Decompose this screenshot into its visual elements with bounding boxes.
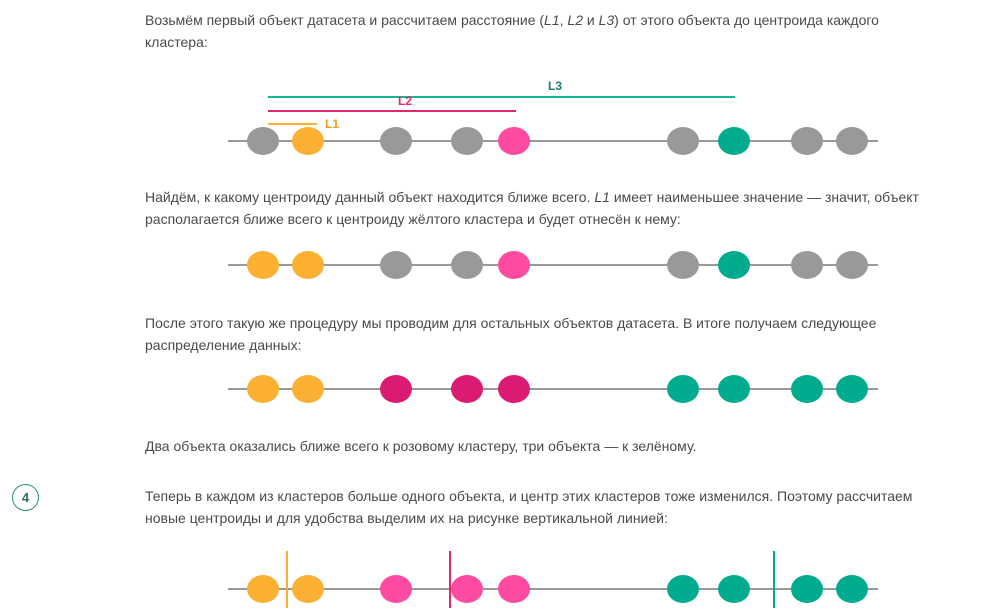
l1-label: L1: [325, 117, 339, 131]
data-point-orange: [247, 251, 279, 279]
paragraph-distance-intro: Возьмём первый объект датасета и рассчит…: [145, 12, 879, 50]
data-point-teal: [718, 127, 750, 155]
new-centroids-diagram: [228, 551, 878, 608]
data-point-orange: [292, 575, 324, 603]
data-point-teal: [718, 251, 750, 279]
data-point-pink: [498, 127, 530, 155]
data-point-teal: [667, 375, 699, 403]
distribution-diagram: [228, 375, 878, 403]
l1-term: L1: [594, 189, 610, 205]
data-point-orange: [292, 127, 324, 155]
distance-diagram: L3 L2 L1: [228, 79, 878, 155]
paragraph-new-centroids: Теперь в каждом из кластеров больше одно…: [145, 488, 913, 526]
l1-term: L1: [544, 12, 560, 28]
data-point-pink: [498, 251, 530, 279]
data-point-orange: [247, 375, 279, 403]
data-point-gray: [667, 251, 699, 279]
step-number-badge: 4: [12, 484, 39, 511]
data-point-gray: [380, 127, 412, 155]
l2-term: L2: [567, 12, 583, 28]
data-point-dark_pink: [498, 375, 530, 403]
data-point-gray: [247, 127, 279, 155]
paragraph-distribution: После этого такую же процедуру мы провод…: [145, 315, 877, 353]
paragraph-summary: Два объекта оказались ближе всего к розо…: [145, 438, 697, 454]
data-point-pink: [380, 575, 412, 603]
data-point-teal: [791, 575, 823, 603]
data-point-teal: [667, 575, 699, 603]
l3-label: L3: [548, 79, 562, 93]
l2-label: L2: [398, 94, 412, 108]
data-point-dark_pink: [380, 375, 412, 403]
data-point-gray: [451, 251, 483, 279]
data-point-gray: [380, 251, 412, 279]
data-point-teal: [718, 575, 750, 603]
data-point-dark_pink: [451, 375, 483, 403]
data-point-teal: [718, 375, 750, 403]
data-point-teal: [791, 375, 823, 403]
data-point-gray: [791, 127, 823, 155]
data-point-teal: [836, 375, 868, 403]
data-point-teal: [836, 575, 868, 603]
data-point-pink: [498, 575, 530, 603]
data-point-gray: [667, 127, 699, 155]
data-point-gray: [836, 127, 868, 155]
paragraph-nearest-centroid: Найдём, к какому центроиду данный объект…: [145, 189, 919, 227]
data-point-gray: [451, 127, 483, 155]
data-point-gray: [791, 251, 823, 279]
l3-term: L3: [598, 12, 615, 28]
data-point-pink: [451, 575, 483, 603]
data-point-orange: [247, 575, 279, 603]
data-point-orange: [292, 375, 324, 403]
data-point-gray: [836, 251, 868, 279]
assignment-diagram: [228, 251, 878, 279]
data-point-orange: [292, 251, 324, 279]
